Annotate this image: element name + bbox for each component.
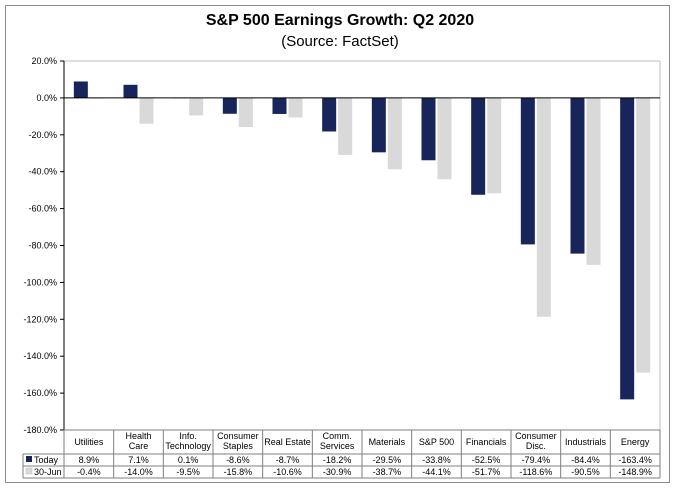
data-label: -29.5% [373,455,402,465]
legend-key-today [26,456,32,462]
y-tick-label: 20.0% [31,56,57,66]
data-label: -0.4% [77,467,101,477]
legend-key-30-jun [25,467,33,475]
category-label: Consumer [217,431,259,441]
bar-today [222,97,237,114]
category-label: Comm. [323,431,352,441]
bar-today [570,97,585,254]
data-label: -9.5% [176,467,200,477]
bar-30-jun [338,97,353,155]
data-label: -33.8% [422,455,451,465]
data-label: -79.4% [522,455,551,465]
data-label: -44.1% [422,467,451,477]
data-label: 8.9% [79,455,100,465]
data-label: -38.7% [373,467,402,477]
y-tick-label: -140.0% [23,351,57,361]
y-tick-label: -180.0% [23,425,57,435]
chart-frame [5,5,670,483]
category-label: Services [320,441,355,451]
bar-30-jun [288,97,303,118]
chart-subtitle: (Source: FactSet) [281,33,399,50]
category-label: Financials [466,437,507,447]
bar-today [421,97,436,161]
bar-today [620,97,635,400]
data-label: -118.6% [519,467,552,477]
bar-30-jun [437,97,452,180]
bar-30-jun [387,97,402,170]
data-label: 7.1% [128,455,149,465]
y-tick-label: -120.0% [23,314,57,324]
data-label: -30.9% [323,467,352,477]
category-label: Materials [369,437,406,447]
y-tick-label: -40.0% [28,167,57,177]
category-label: Health [125,431,151,441]
bar-today [123,84,138,98]
data-label: -148.9% [618,467,652,477]
category-label: Technology [165,441,211,451]
y-tick-label: -60.0% [28,204,57,214]
bar-today [371,97,386,153]
chart-title: S&P 500 Earnings Growth: Q2 2020 [205,12,475,29]
category-label: Utilities [74,437,104,447]
bar-30-jun [238,97,253,128]
data-label: -8.6% [226,455,250,465]
data-label: -10.6% [273,467,302,477]
bar-today [471,97,486,195]
y-tick-label: -20.0% [28,130,57,140]
category-label: Real Estate [264,437,311,447]
data-label: -15.8% [224,467,253,477]
data-label: 0.1% [178,455,199,465]
data-label: -163.4% [618,455,652,465]
category-label: Staples [223,441,254,451]
data-label: -90.5% [571,467,600,477]
data-label: -8.7% [276,455,300,465]
legend-label-30-jun: 30-Jun [34,467,62,477]
bar-today [73,81,88,98]
bar-30-jun [586,97,601,265]
category-label: Care [129,441,149,451]
category-label: Disc. [526,441,546,451]
legend-label-today: Today [34,455,59,465]
bar-today [520,97,535,245]
bar-30-jun [636,97,651,373]
bar-30-jun [536,97,551,317]
bar-30-jun [189,97,204,116]
bar-30-jun [139,97,154,124]
bar-30-jun [487,97,502,194]
category-label: Consumer [515,431,557,441]
data-label: -14.0% [124,467,153,477]
data-label: -84.4% [571,455,600,465]
data-label: -51.7% [472,467,501,477]
category-label: Industrials [565,437,607,447]
category-label: Energy [621,437,650,447]
category-label: Info. [179,431,197,441]
y-tick-label: -80.0% [28,241,57,251]
y-tick-label: -160.0% [23,388,57,398]
bar-today [272,97,287,114]
bar-today [322,97,337,132]
y-tick-label: 0.0% [36,93,57,103]
category-label: S&P 500 [419,437,454,447]
data-label: -52.5% [472,455,501,465]
y-tick-label: -100.0% [23,277,57,287]
data-label: -18.2% [323,455,352,465]
